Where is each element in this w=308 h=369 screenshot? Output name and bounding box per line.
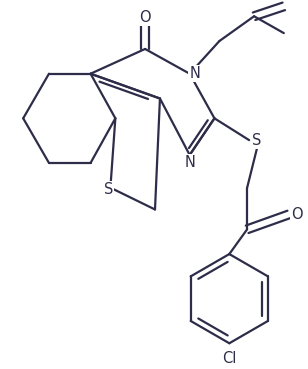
Text: N: N (189, 66, 200, 81)
Text: S: S (252, 132, 262, 148)
Text: Cl: Cl (222, 351, 237, 366)
Text: S: S (104, 182, 113, 197)
Text: O: O (291, 207, 302, 222)
Text: N: N (184, 155, 195, 170)
Text: O: O (139, 10, 151, 25)
